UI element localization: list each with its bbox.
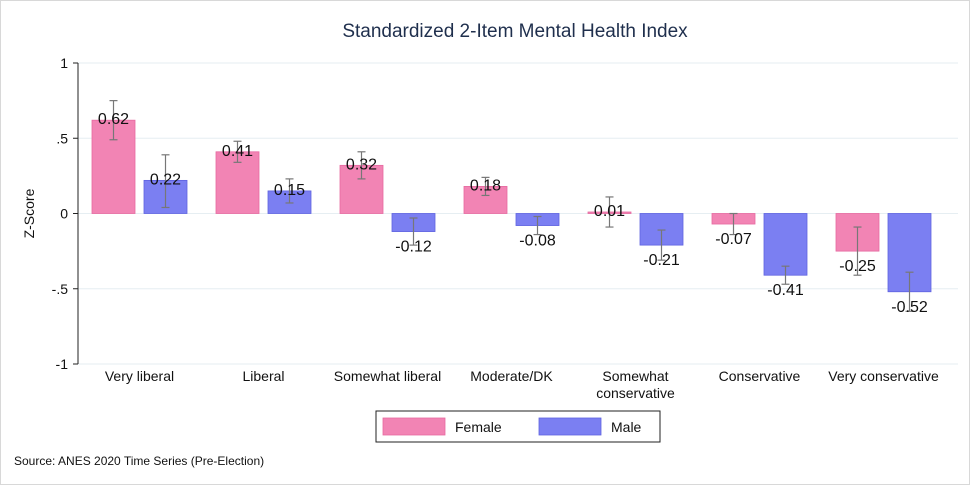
y-tick-label: .5 [56,130,68,146]
y-tick-label: -1 [56,356,69,372]
x-tick-label: Moderate/DK [470,368,553,384]
data-label: -0.52 [891,299,928,316]
y-tick-label: -.5 [52,281,69,297]
legend-swatch-female [382,417,446,436]
y-tick-label: 1 [60,55,68,71]
data-label: 0.15 [274,182,305,199]
y-axis-label: Z-Score [21,188,37,238]
data-label: -0.21 [643,252,680,269]
data-label: 0.62 [98,111,129,128]
x-tick-label: Somewhat liberal [334,368,441,384]
data-label: 0.01 [594,203,625,220]
chart-title: Standardized 2-Item Mental Health Index [342,21,688,42]
data-label: 0.41 [222,143,253,160]
data-label: -0.08 [519,233,556,250]
bar-female [215,151,260,214]
data-label: -0.41 [767,282,804,299]
data-label: -0.25 [839,258,876,275]
data-label: 0.32 [346,156,377,173]
x-tick-label: Somewhat [602,368,668,384]
legend-label-male: Male [611,419,642,435]
data-label: 0.22 [150,171,181,188]
y-tick-label: 0 [60,206,68,222]
x-tick-label: Conservative [719,368,801,384]
x-tick-label: conservative [596,385,675,401]
data-label: 0.18 [470,177,501,194]
x-tick-label: Very conservative [828,368,939,384]
source-note: Source: ANES 2020 Time Series (Pre-Elect… [14,454,265,468]
legend-swatch-male [538,417,602,436]
legend-label-female: Female [455,419,502,435]
x-tick-label: Liberal [242,368,284,384]
x-tick-label: Very liberal [105,368,174,384]
data-label: -0.07 [715,231,752,248]
data-label: -0.12 [395,239,432,256]
bar-male [763,213,808,276]
